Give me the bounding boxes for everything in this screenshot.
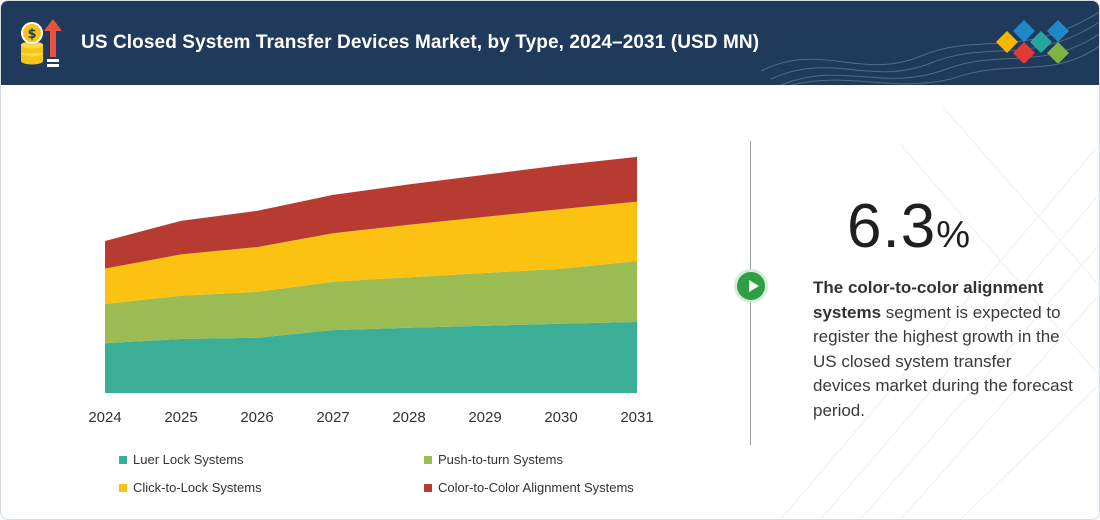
area-series-luer-lock-systems bbox=[105, 322, 637, 393]
insight-rest: segment is expected to register the high… bbox=[813, 302, 1073, 420]
chart-title: US Closed System Transfer Devices Market… bbox=[81, 32, 760, 53]
x-tick-label: 2025 bbox=[164, 409, 197, 426]
legend-swatch bbox=[119, 483, 127, 492]
cagr-value: 6.3 bbox=[847, 192, 937, 261]
x-tick-label: 2024 bbox=[88, 409, 121, 426]
legend-item: Luer Lock Systems bbox=[119, 452, 244, 467]
legend-swatch bbox=[424, 455, 432, 464]
play-icon[interactable] bbox=[734, 269, 768, 303]
cagr-stat: 6.3% bbox=[847, 191, 970, 262]
insight-bold: The color-to-color alignment systems bbox=[813, 278, 1044, 322]
x-tick-label: 2028 bbox=[392, 409, 425, 426]
area-series-click-to-lock-systems bbox=[105, 201, 637, 304]
legend-swatch bbox=[424, 483, 432, 492]
brand-logo bbox=[996, 20, 1069, 63]
cagr-unit: % bbox=[936, 214, 970, 256]
x-tick-label: 2030 bbox=[544, 409, 577, 426]
legend-item: Push-to-turn Systems bbox=[424, 452, 563, 467]
chart-legend: Luer Lock Systems Push-to-turn Systems Cli… bbox=[119, 452, 679, 502]
svg-text:$: $ bbox=[27, 27, 36, 42]
legend-label: Luer Lock Systems bbox=[133, 452, 244, 467]
legend-label: Push-to-turn Systems bbox=[438, 452, 563, 467]
x-tick-label: 2029 bbox=[468, 409, 501, 426]
x-tick-label: 2031 bbox=[620, 409, 653, 426]
x-tick-label: 2026 bbox=[240, 409, 273, 426]
legend-item: Color-to-Color Alignment Systems bbox=[424, 480, 634, 495]
insight-text: The color-to-color alignment systems seg… bbox=[813, 276, 1073, 423]
background-pattern bbox=[780, 104, 1099, 519]
legend-label: Click-to-Lock Systems bbox=[133, 480, 262, 495]
area-series-color-to-color-alignment-systems bbox=[105, 156, 637, 269]
money-growth-icon: $ bbox=[21, 19, 62, 67]
x-tick-label: 2027 bbox=[316, 409, 349, 426]
area-series-push-to-turn-systems bbox=[105, 261, 637, 344]
legend-item: Click-to-Lock Systems bbox=[119, 480, 262, 495]
header-bar: $ US Closed System Transfer Devices Mark… bbox=[1, 1, 1099, 85]
legend-label: Color-to-Color Alignment Systems bbox=[438, 480, 634, 495]
stacked-area-chart: 2024 2025 2026 2027 2028 2029 2030 2031 bbox=[88, 156, 654, 426]
legend-swatch bbox=[119, 455, 127, 464]
